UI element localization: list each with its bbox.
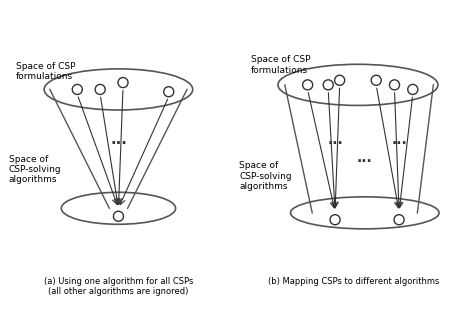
Circle shape [330, 215, 340, 225]
Text: ...: ... [110, 132, 127, 147]
Circle shape [72, 84, 82, 94]
Text: Space of
CSP-solving
algorithms: Space of CSP-solving algorithms [239, 161, 292, 191]
Text: (b) Mapping CSPs to different algorithms: (b) Mapping CSPs to different algorithms [268, 277, 439, 286]
Text: (a) Using one algorithm for all CSPs
(all other algorithms are ignored): (a) Using one algorithm for all CSPs (al… [44, 277, 193, 296]
Text: Space of CSP
formulations: Space of CSP formulations [251, 55, 310, 75]
Circle shape [394, 215, 404, 225]
Circle shape [371, 75, 381, 85]
Circle shape [118, 77, 128, 88]
Circle shape [408, 84, 418, 94]
Circle shape [302, 80, 313, 90]
Text: ...: ... [327, 133, 343, 147]
Text: Space of CSP
formulations: Space of CSP formulations [16, 62, 75, 82]
Circle shape [335, 75, 345, 85]
Circle shape [390, 80, 400, 90]
Text: ...: ... [391, 133, 407, 147]
Text: Space of
CSP-solving
algorithms: Space of CSP-solving algorithms [9, 155, 61, 184]
Circle shape [323, 80, 333, 90]
Circle shape [164, 87, 174, 97]
Text: ...: ... [357, 151, 373, 165]
Circle shape [95, 84, 105, 94]
Circle shape [113, 211, 123, 221]
